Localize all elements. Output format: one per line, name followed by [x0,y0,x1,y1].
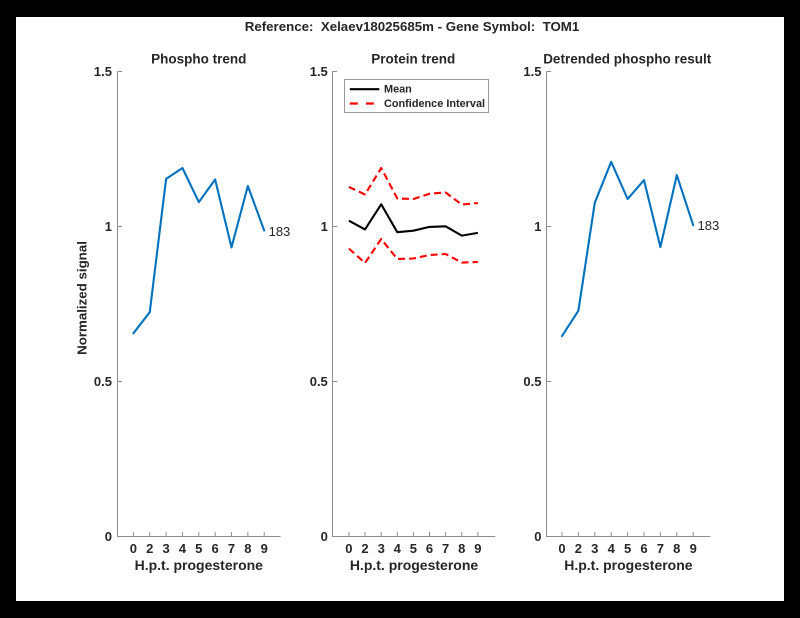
svg-text:6: 6 [212,541,219,556]
svg-text:3: 3 [162,541,169,556]
svg-text:Phospho trend: Phospho trend [151,52,246,67]
svg-text:H.p.t. progesterone: H.p.t. progesterone [350,557,479,573]
svg-text:0: 0 [345,541,352,556]
svg-text:9: 9 [690,541,697,556]
svg-text:1.5: 1.5 [310,64,328,79]
svg-text:5: 5 [624,541,631,556]
svg-text:6: 6 [426,541,433,556]
svg-text:Confidence Interval: Confidence Interval [384,98,485,110]
svg-text:2: 2 [361,541,368,556]
svg-text:7: 7 [442,541,449,556]
svg-text:1.5: 1.5 [523,64,541,79]
svg-text:5: 5 [410,541,417,556]
svg-text:0.5: 0.5 [310,374,328,389]
svg-text:4: 4 [608,541,616,556]
svg-text:3: 3 [378,541,385,556]
svg-text:7: 7 [228,541,235,556]
svg-text:8: 8 [673,541,680,556]
svg-text:4: 4 [394,541,402,556]
svg-text:1.5: 1.5 [94,64,112,79]
svg-text:1: 1 [105,219,112,234]
svg-text:0.5: 0.5 [94,374,112,389]
svg-text:0.5: 0.5 [523,374,541,389]
svg-text:6: 6 [640,541,647,556]
svg-text:9: 9 [261,541,268,556]
svg-text:183: 183 [698,218,720,233]
svg-text:0: 0 [105,529,112,544]
svg-text:1: 1 [321,219,328,234]
svg-text:0: 0 [534,529,541,544]
svg-text:5: 5 [195,541,202,556]
svg-text:0: 0 [130,541,137,556]
svg-text:9: 9 [474,541,481,556]
svg-text:4: 4 [179,541,187,556]
svg-text:7: 7 [657,541,664,556]
svg-text:Detrended phospho result: Detrended phospho result [543,52,712,67]
svg-text:8: 8 [458,541,465,556]
svg-text:3: 3 [591,541,598,556]
svg-text:2: 2 [575,541,582,556]
svg-text:1: 1 [534,219,541,234]
svg-text:0: 0 [321,529,328,544]
svg-text:H.p.t. progesterone: H.p.t. progesterone [135,557,264,573]
svg-text:Normalized signal: Normalized signal [74,241,89,355]
svg-text:0: 0 [558,541,565,556]
svg-text:8: 8 [244,541,251,556]
svg-text:H.p.t. progesterone: H.p.t. progesterone [564,557,693,573]
svg-text:Mean: Mean [384,84,412,96]
svg-text:183: 183 [269,224,291,239]
svg-text:2: 2 [146,541,153,556]
svg-text:Reference: Xelaev18025685m -: Reference: Xelaev18025685m - Gene Symbol… [245,19,580,34]
svg-text:Protein trend: Protein trend [371,52,455,67]
